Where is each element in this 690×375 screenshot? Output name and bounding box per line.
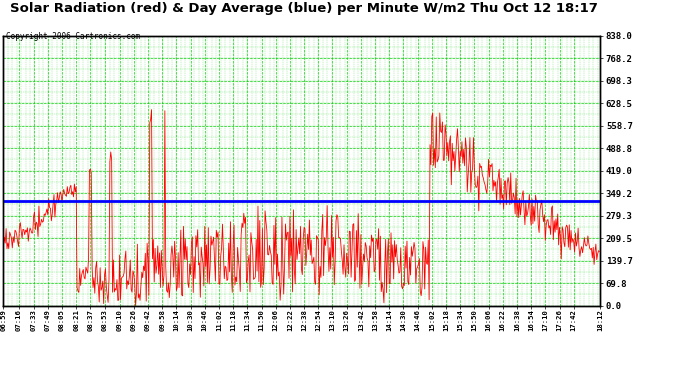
Text: Solar Radiation (red) & Day Average (blue) per Minute W/m2 Thu Oct 12 18:17: Solar Radiation (red) & Day Average (blu… xyxy=(10,2,598,15)
Text: Copyright 2006 Cartronics.com: Copyright 2006 Cartronics.com xyxy=(6,32,139,41)
